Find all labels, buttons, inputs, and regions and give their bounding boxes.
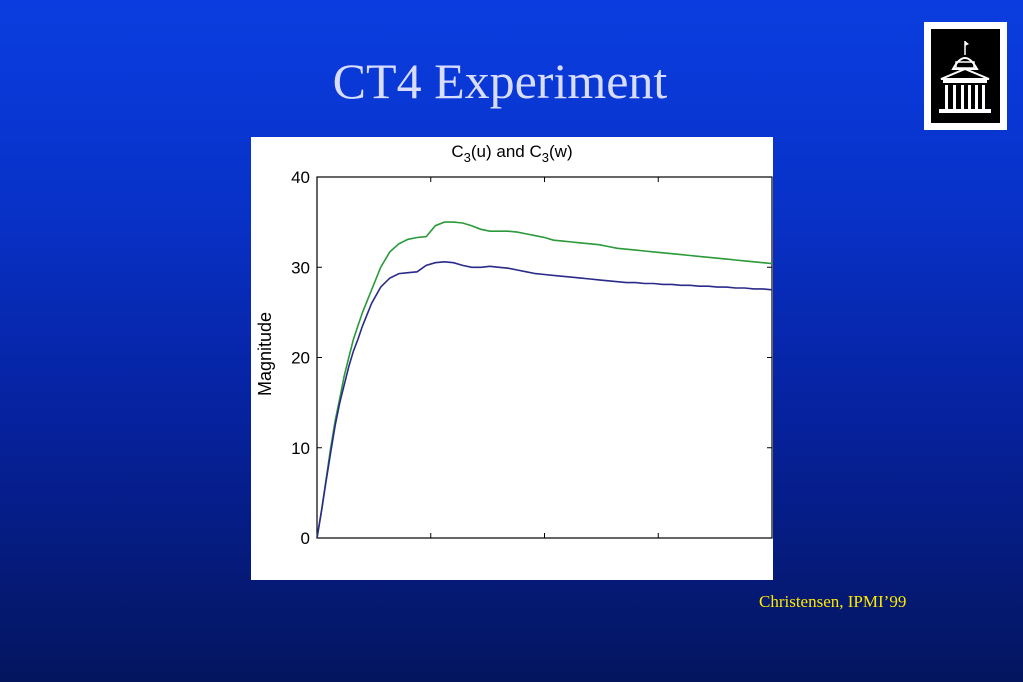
y-axis-label: Magnitude [255, 312, 275, 396]
building-dome-icon [931, 29, 1000, 123]
chart-title-sub: 3 [542, 150, 549, 165]
series-line-1 [316, 221, 773, 539]
chart-title-part: (w) [549, 142, 573, 161]
chart-title-part: C [451, 142, 463, 161]
chart-panel: C3(u) and C3(w) Magnitude 0 10 20 30 40 [251, 137, 773, 580]
plot-frame [316, 176, 773, 539]
y-tick-label: 0 [301, 529, 310, 548]
series-line-2 [316, 260, 773, 539]
slide-title: CT4 Experiment [332, 53, 668, 109]
y-tick-label: 30 [291, 258, 310, 277]
series-group [316, 221, 773, 539]
y-tick-label: 40 [291, 168, 310, 187]
plot-axes: 0 10 20 30 40 [291, 168, 773, 548]
chart-title: C3(u) and C3(w) [451, 142, 572, 165]
y-tick-label: 20 [291, 349, 310, 368]
credit-text: Christensen, IPMI’99 [759, 592, 907, 611]
chart-title-sub: 3 [464, 150, 471, 165]
y-tick-label: 10 [291, 439, 310, 458]
chart-title-part: (u) and C [471, 142, 542, 161]
university-logo [924, 22, 1007, 130]
